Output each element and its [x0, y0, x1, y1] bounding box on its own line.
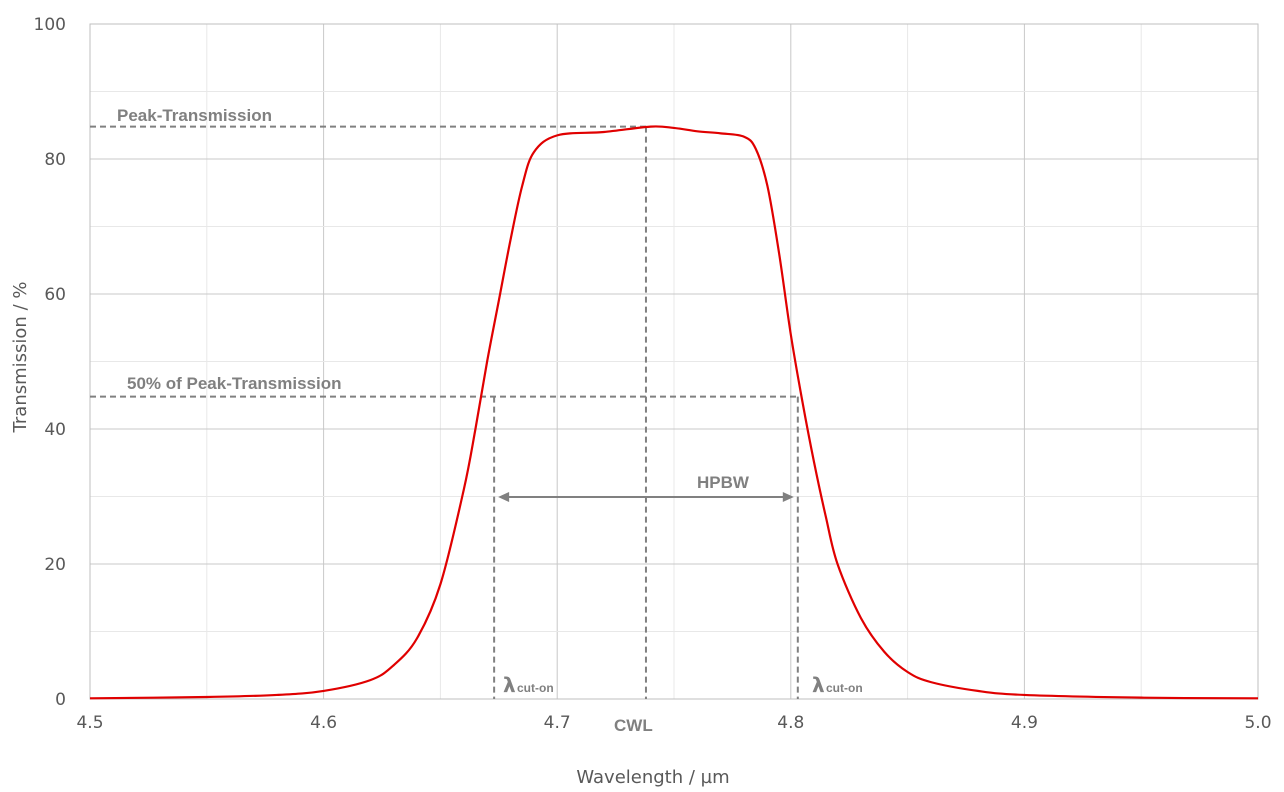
x-tick-label: 4.9	[1011, 713, 1038, 733]
hpbw-arrowhead-right	[782, 492, 794, 502]
y-tick-label: 80	[44, 150, 66, 170]
svg-text:cut-on: cut-on	[517, 681, 554, 695]
grid	[90, 24, 1258, 699]
lambda-cut-on-left-label: λ cut-on	[503, 673, 554, 697]
hpbw-arrowhead-left	[498, 492, 510, 502]
x-axis-title: Wavelength / µm	[576, 767, 729, 788]
hpbw-label: HPBW	[697, 473, 750, 492]
x-tick-label: 4.8	[777, 713, 804, 733]
tick-labels: 4.5 4.6 4.7 4.8 4.9 5.0 0 20 40 60 80 100	[34, 15, 1272, 733]
x-tick-label: 4.5	[76, 713, 103, 733]
y-tick-label: 100	[34, 15, 66, 35]
annotation-lines	[90, 125, 799, 699]
half-peak-label: 50% of Peak-Transmission	[127, 374, 341, 393]
cwl-label: CWL	[614, 716, 653, 735]
plot-frame	[89, 23, 1259, 700]
x-tick-label: 5.0	[1244, 713, 1271, 733]
x-tick-label: 4.6	[310, 713, 337, 733]
transmission-curve	[89, 125, 1259, 700]
y-tick-label: 60	[44, 285, 66, 305]
y-tick-label: 20	[44, 555, 66, 575]
svg-text:cut-on: cut-on	[826, 681, 863, 695]
y-tick-label: 40	[44, 420, 66, 440]
svg-text:λ: λ	[503, 673, 516, 697]
y-tick-label: 0	[55, 690, 66, 710]
y-axis-title: Transmission / %	[10, 282, 31, 434]
svg-text:λ: λ	[812, 673, 825, 697]
x-tick-label: 4.7	[544, 713, 571, 733]
peak-transmission-label: Peak-Transmission	[117, 106, 272, 125]
lambda-cut-on-right-label: λ cut-on	[812, 673, 863, 697]
